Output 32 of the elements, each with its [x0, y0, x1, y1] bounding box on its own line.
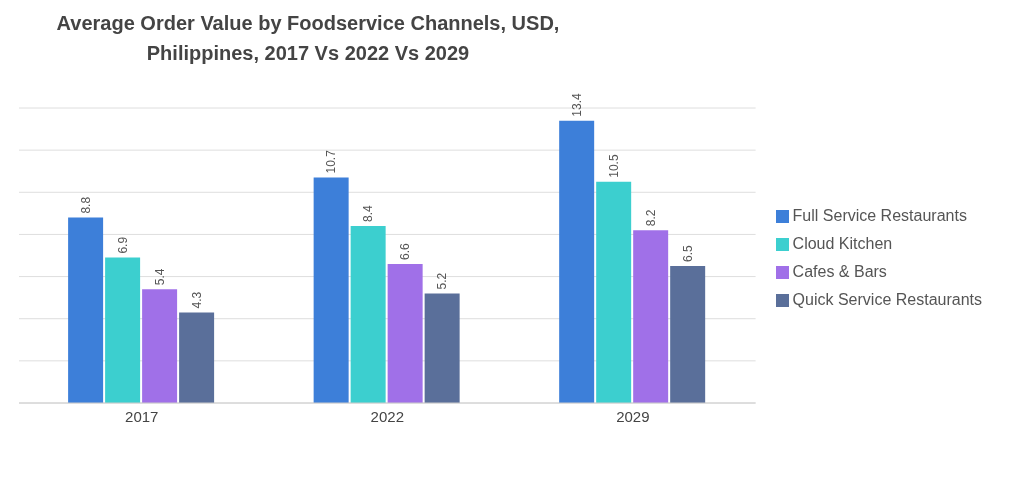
- chart-title: Average Order Value by Foodservice Channels, USD, Philippines, 2017 Vs 2022 Vs 2029: [55, 11, 561, 66]
- data-label: 5.2: [435, 272, 450, 290]
- x-tick-label: 2017: [125, 407, 159, 425]
- data-label: 8.4: [361, 204, 376, 222]
- data-label: 4.3: [189, 291, 204, 309]
- legend-label: Full Service Restaurants: [792, 207, 967, 224]
- bar: [350, 226, 386, 403]
- bar: [424, 293, 460, 403]
- data-label: 6.6: [398, 242, 413, 260]
- data-label: 8.8: [78, 196, 93, 214]
- x-tick-label: 2029: [616, 407, 650, 425]
- bar: [105, 257, 141, 403]
- bar: [142, 289, 178, 403]
- bar: [179, 312, 215, 403]
- data-label: 6.9: [115, 236, 130, 254]
- data-label: 6.5: [680, 245, 695, 263]
- data-label: 8.2: [643, 209, 658, 227]
- data-label: 5.4: [152, 268, 167, 286]
- bar: [596, 181, 632, 403]
- bar: [313, 177, 349, 403]
- bar: [559, 120, 595, 403]
- x-tick-label: 2022: [370, 407, 404, 425]
- bar: [670, 266, 706, 403]
- bar: [633, 230, 669, 403]
- legend-label: Quick Service Restaurants: [792, 291, 982, 308]
- bar: [68, 217, 104, 403]
- data-label: 13.4: [569, 92, 584, 117]
- data-label: 10.7: [324, 149, 339, 174]
- bar: [387, 263, 423, 403]
- data-label: 10.5: [606, 154, 621, 178]
- legend-label: Cafes & Bars: [792, 263, 887, 280]
- legend-label: Cloud Kitchen: [792, 235, 893, 252]
